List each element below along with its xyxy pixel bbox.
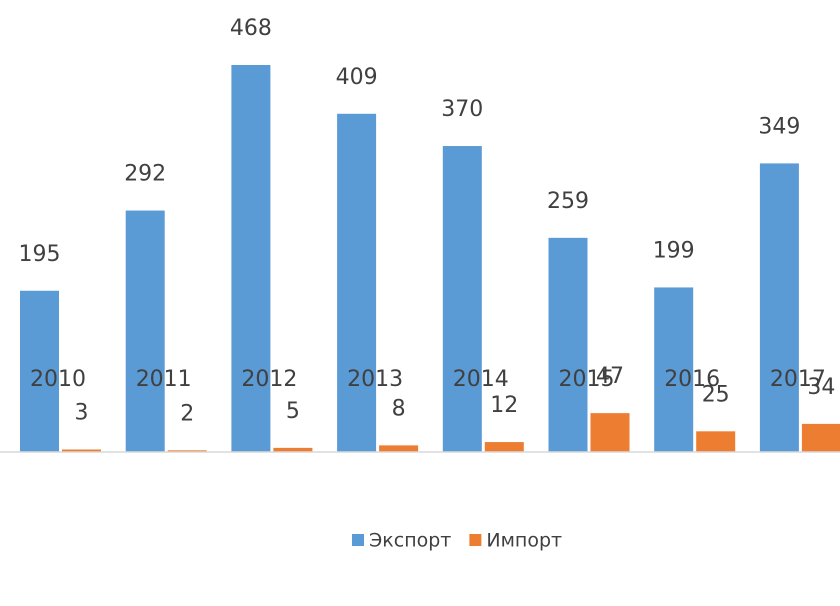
x-tick-label: 2017 — [770, 367, 826, 392]
data-label: 47 — [596, 364, 624, 389]
bar — [337, 113, 377, 453]
bar — [167, 450, 207, 452]
x-tick-label: 2015 — [559, 367, 615, 392]
legend-label: Экспорт — [369, 530, 451, 552]
x-tick-label: 2016 — [664, 367, 720, 392]
bar — [273, 447, 313, 452]
legend-swatch — [352, 534, 364, 546]
bar — [125, 210, 165, 452]
data-label: 34 — [807, 375, 835, 400]
bar — [20, 290, 59, 452]
x-tick-label: 2011 — [136, 367, 192, 392]
bar — [759, 163, 799, 452]
bar — [379, 445, 419, 452]
data-label: 468 — [230, 16, 272, 41]
bar — [654, 287, 694, 452]
data-label: 409 — [336, 65, 378, 90]
x-tick-label: 2014 — [453, 367, 509, 392]
data-label: 3 — [75, 401, 89, 426]
data-label: 12 — [490, 393, 518, 418]
legend: Экспорт Импорт — [352, 530, 562, 552]
data-label: 25 — [702, 382, 730, 407]
bar — [548, 237, 588, 452]
data-label: 292 — [124, 162, 166, 187]
bar — [801, 423, 840, 452]
x-tick-label: 2012 — [241, 367, 297, 392]
x-tick-label: 2013 — [347, 367, 403, 392]
data-label: 195 — [19, 242, 61, 267]
x-tick-label: 2010 — [30, 367, 86, 392]
data-label: 259 — [547, 189, 589, 214]
data-label: 5 — [286, 399, 300, 424]
legend-label: Импорт — [486, 530, 562, 552]
bar — [442, 146, 482, 453]
data-label: 370 — [441, 97, 483, 122]
data-label: 349 — [758, 114, 800, 139]
bar — [231, 65, 271, 452]
bar — [590, 413, 630, 452]
bar — [62, 449, 101, 452]
legend-swatch — [469, 534, 482, 546]
data-label: 8 — [392, 396, 406, 421]
data-label: 199 — [653, 238, 695, 263]
data-label: 2 — [180, 401, 194, 426]
bar — [696, 431, 736, 452]
bar — [484, 442, 524, 452]
